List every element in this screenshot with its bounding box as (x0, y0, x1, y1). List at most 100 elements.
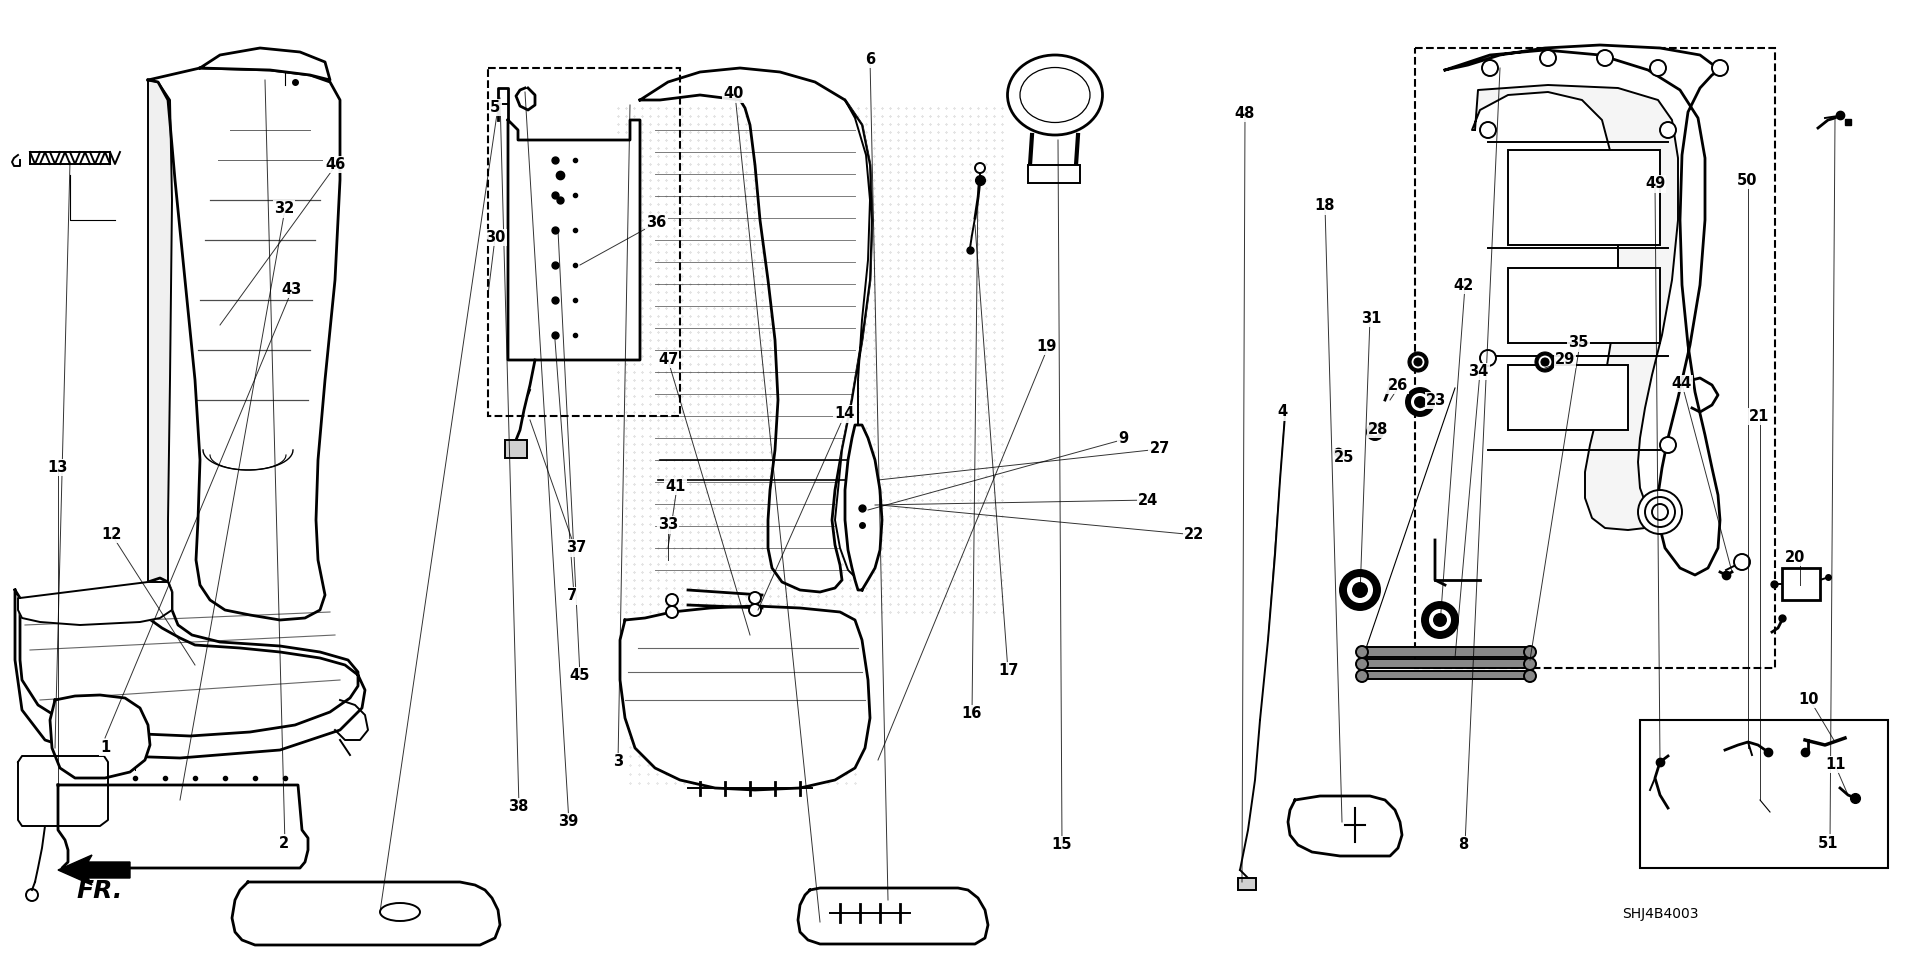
Text: 31: 31 (1361, 310, 1380, 326)
Text: 51: 51 (1818, 835, 1837, 851)
Bar (1027, 165, 1079, 183)
Text: SHJ4B4003: SHJ4B4003 (1622, 907, 1699, 921)
Circle shape (1597, 50, 1613, 66)
Circle shape (1534, 352, 1555, 372)
Circle shape (1524, 646, 1536, 658)
FancyBboxPatch shape (1361, 647, 1530, 657)
Circle shape (1340, 570, 1380, 610)
Text: 43: 43 (282, 282, 301, 297)
Text: 40: 40 (724, 86, 743, 102)
Circle shape (1661, 122, 1676, 138)
Polygon shape (232, 882, 499, 945)
Bar (1415, 48, 1774, 668)
Circle shape (666, 594, 678, 606)
Polygon shape (15, 578, 365, 758)
Text: 21: 21 (1749, 409, 1768, 424)
Text: 24: 24 (1139, 492, 1158, 508)
Text: 32: 32 (275, 201, 294, 217)
FancyBboxPatch shape (1361, 659, 1530, 668)
Polygon shape (58, 855, 131, 885)
Circle shape (1411, 355, 1425, 369)
Text: 48: 48 (1235, 105, 1254, 121)
Circle shape (1538, 355, 1551, 369)
Polygon shape (17, 582, 173, 625)
Circle shape (1356, 658, 1367, 670)
Circle shape (1409, 392, 1430, 412)
Circle shape (1434, 614, 1446, 626)
Text: 19: 19 (1037, 339, 1056, 354)
Polygon shape (509, 120, 639, 360)
Text: 36: 36 (647, 215, 666, 230)
Bar (505, 440, 526, 458)
Text: 49: 49 (1645, 176, 1665, 192)
Text: 39: 39 (559, 814, 578, 830)
Bar (1507, 365, 1628, 430)
Text: 2: 2 (278, 835, 290, 851)
Circle shape (1407, 352, 1428, 372)
Circle shape (1413, 358, 1423, 366)
Circle shape (1713, 60, 1728, 76)
Text: 17: 17 (998, 663, 1018, 678)
Circle shape (1540, 50, 1555, 66)
Text: 15: 15 (1052, 837, 1071, 853)
Text: 29: 29 (1555, 352, 1574, 367)
Text: 46: 46 (326, 157, 346, 172)
Text: 8: 8 (1457, 837, 1469, 853)
Text: 23: 23 (1427, 393, 1446, 408)
Text: 27: 27 (1150, 441, 1169, 456)
Polygon shape (50, 695, 150, 778)
Text: 50: 50 (1738, 172, 1757, 188)
Bar (1507, 150, 1661, 245)
Polygon shape (58, 785, 307, 868)
Circle shape (1651, 504, 1668, 520)
Circle shape (1542, 358, 1549, 366)
Text: 20: 20 (1786, 550, 1805, 565)
Text: 18: 18 (1315, 198, 1334, 214)
Text: 41: 41 (666, 479, 685, 494)
Text: 13: 13 (48, 460, 67, 475)
Polygon shape (799, 888, 989, 944)
Circle shape (1480, 350, 1496, 366)
Circle shape (1354, 583, 1367, 597)
Bar (488, 68, 680, 416)
Circle shape (1356, 646, 1367, 658)
Text: 44: 44 (1672, 376, 1692, 391)
Circle shape (1356, 670, 1367, 682)
Text: 11: 11 (1826, 757, 1845, 772)
Circle shape (975, 163, 985, 173)
Text: 3: 3 (612, 754, 624, 769)
Text: 12: 12 (102, 527, 121, 542)
Text: 6: 6 (864, 52, 876, 67)
Circle shape (749, 604, 760, 616)
Circle shape (1524, 670, 1536, 682)
Text: 30: 30 (486, 230, 505, 245)
Circle shape (1367, 424, 1382, 440)
Circle shape (1423, 602, 1457, 638)
Polygon shape (17, 756, 108, 826)
Polygon shape (1473, 85, 1678, 530)
Polygon shape (845, 425, 881, 590)
Text: 10: 10 (1799, 692, 1818, 707)
Circle shape (1661, 437, 1676, 453)
Circle shape (1371, 427, 1380, 437)
Circle shape (1638, 490, 1682, 534)
Circle shape (1405, 388, 1434, 416)
Text: FR.: FR. (77, 879, 123, 903)
Circle shape (1645, 497, 1674, 527)
Polygon shape (835, 100, 872, 580)
Text: 5: 5 (490, 100, 501, 115)
Text: 25: 25 (1334, 450, 1354, 466)
Polygon shape (200, 48, 330, 80)
Circle shape (1482, 60, 1498, 76)
Bar (1640, 720, 1887, 868)
Text: 37: 37 (566, 540, 586, 556)
Circle shape (749, 592, 760, 604)
Text: 9: 9 (1117, 431, 1129, 446)
Circle shape (1649, 60, 1667, 76)
Circle shape (1480, 122, 1496, 138)
Text: 1: 1 (100, 740, 111, 755)
Text: 22: 22 (1185, 527, 1204, 542)
Text: 34: 34 (1469, 364, 1488, 379)
Polygon shape (148, 68, 340, 620)
Text: 4: 4 (1277, 404, 1288, 420)
